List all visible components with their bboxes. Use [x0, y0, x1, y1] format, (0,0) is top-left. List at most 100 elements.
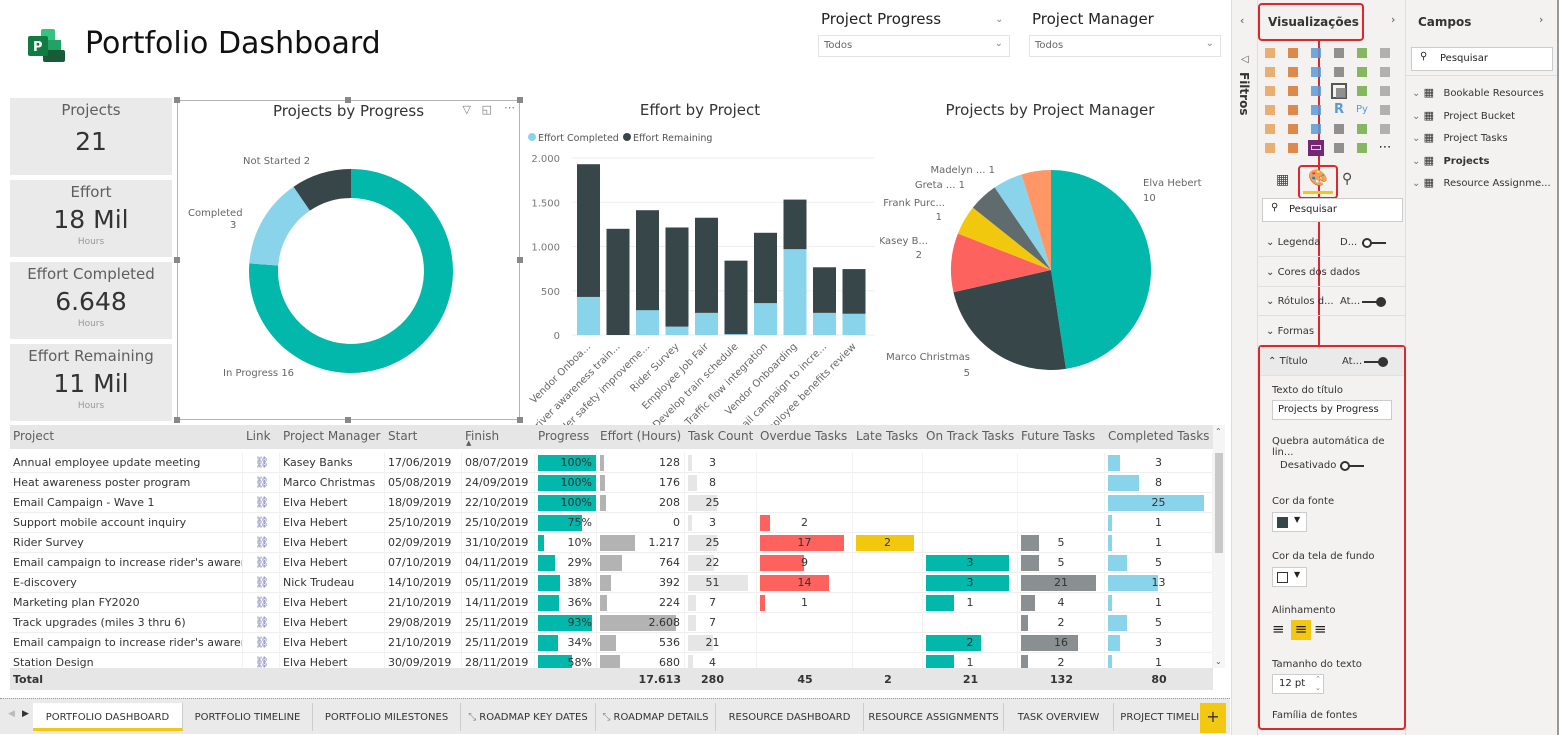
table-row[interactable]: Email Campaign - Wave 1 ⛓ Elva Hebert 18/09…: [10, 493, 1213, 513]
add-page-button[interactable]: +: [1200, 703, 1226, 733]
field-table-item[interactable]: ⌄ ▦ Projects: [1412, 154, 1489, 167]
bar-segment[interactable]: [724, 334, 748, 335]
link-icon[interactable]: ⛓: [255, 616, 269, 629]
kpi-card-effort-remaining[interactable]: Effort Remaining 11 Mil Hours: [10, 344, 172, 421]
visual-type-icon[interactable]: [1262, 121, 1278, 137]
column-header[interactable]: Project: [10, 425, 243, 449]
expand-right-icon[interactable]: ›: [1539, 13, 1544, 26]
visual-type-icon[interactable]: [1331, 83, 1347, 99]
table-row[interactable]: Email campaign to increase rider's aware…: [10, 633, 1213, 653]
bar-segment[interactable]: [636, 310, 659, 335]
visual-type-icon[interactable]: [1308, 45, 1324, 61]
visual-type-icon[interactable]: [1331, 64, 1347, 80]
column-header[interactable]: Progress: [535, 425, 597, 449]
table-row[interactable]: Marketing plan FY2020 ⛓ Elva Hebert 21/10/2…: [10, 593, 1213, 613]
visual-type-icon[interactable]: Py: [1356, 104, 1368, 115]
pie-slice[interactable]: [994, 174, 1051, 270]
visual-type-icon[interactable]: [1377, 83, 1393, 99]
table-row[interactable]: Track upgrades (miles 3 thru 6) ⛓ Elva Heb…: [10, 613, 1213, 633]
column-header[interactable]: Start: [385, 425, 462, 449]
bar-segment[interactable]: [695, 217, 718, 313]
scrollbar-thumb[interactable]: [1215, 453, 1223, 553]
kpi-card-projects[interactable]: Projects 21: [10, 98, 172, 175]
column-header[interactable]: Link: [243, 425, 280, 449]
link-icon[interactable]: ⛓: [255, 636, 269, 649]
visual-type-icon[interactable]: [1354, 83, 1370, 99]
section-toggle[interactable]: [1362, 297, 1386, 307]
table-scrollbar[interactable]: ⌃ ⌄: [1213, 425, 1225, 668]
title-text-input[interactable]: Projects by Progress: [1272, 400, 1392, 420]
column-header[interactable]: Task Count: [685, 425, 757, 449]
tab-scroll-right-icon[interactable]: ▶: [22, 709, 29, 719]
pie-slice[interactable]: [953, 270, 1066, 370]
field-table-item[interactable]: ⌄ ▦ Project Bucket: [1412, 109, 1515, 122]
align-right-icon[interactable]: ≡: [1314, 620, 1327, 638]
link-icon[interactable]: ⛓: [255, 456, 269, 469]
bar-segment[interactable]: [724, 260, 748, 335]
table-row[interactable]: E-discovery ⛓ Nick Trudeau 14/10/2019 05/11/…: [10, 573, 1213, 593]
link-icon[interactable]: ⛓: [255, 516, 269, 529]
section-toggle[interactable]: [1362, 238, 1386, 248]
column-header[interactable]: Finish ▲: [462, 425, 535, 449]
page-tab[interactable]: RESOURCE ASSIGNMENTS: [864, 703, 1004, 731]
visual-type-icon[interactable]: R: [1333, 102, 1344, 117]
resize-handle[interactable]: [517, 417, 523, 423]
bar-segment[interactable]: [783, 199, 807, 250]
resize-handle[interactable]: [174, 417, 180, 423]
filters-pane-collapsed[interactable]: ‹ ◁ Filtros: [1232, 0, 1258, 735]
link-cell[interactable]: ⛓: [243, 473, 280, 493]
word-wrap-toggle[interactable]: [1340, 461, 1364, 471]
resize-handle[interactable]: [174, 97, 180, 103]
bar-segment[interactable]: [665, 227, 689, 327]
kpi-card-effort[interactable]: Effort 18 Mil Hours: [10, 180, 172, 257]
format-section[interactable]: ⌄ Legenda D...: [1258, 228, 1406, 257]
column-header[interactable]: Overdue Tasks: [757, 425, 853, 449]
filter-icon[interactable]: ▽: [462, 103, 471, 116]
scroll-down-icon[interactable]: ⌄: [1215, 657, 1222, 666]
bar-segment[interactable]: [813, 312, 836, 335]
projects-by-progress-visual[interactable]: Projects by Progress ▽ ◱ ⋯ In Progress 1…: [177, 100, 520, 420]
visual-type-icon[interactable]: [1377, 121, 1393, 137]
visual-type-icon[interactable]: [1285, 140, 1301, 156]
chevron-down-icon[interactable]: ⌄: [995, 14, 1004, 25]
bar-segment[interactable]: [577, 164, 600, 297]
visual-type-icon[interactable]: [1354, 121, 1370, 137]
column-header[interactable]: Late Tasks: [853, 425, 923, 449]
visual-type-icon[interactable]: [1308, 121, 1324, 137]
expand-right-icon[interactable]: ›: [1391, 13, 1396, 26]
focus-mode-icon[interactable]: ◱: [481, 103, 492, 116]
legend-label[interactable]: Effort Remaining: [633, 133, 712, 144]
bar-segment[interactable]: [783, 249, 807, 335]
resize-handle[interactable]: [345, 417, 351, 423]
visual-type-icon[interactable]: [1262, 140, 1278, 156]
link-cell[interactable]: ⛓: [243, 593, 280, 613]
pie-slice[interactable]: [951, 233, 1051, 293]
table-row[interactable]: Annual employee update meeting ⛓ Kasey Ban…: [10, 453, 1213, 473]
resize-handle[interactable]: [174, 257, 180, 263]
legend-label[interactable]: Effort Completed: [538, 133, 619, 144]
bar-segment[interactable]: [695, 312, 718, 335]
visual-type-icon[interactable]: [1308, 64, 1324, 80]
fields-search-input[interactable]: Pesquisar ⚲: [1411, 47, 1553, 71]
link-cell[interactable]: ⛓: [243, 613, 280, 633]
page-tab[interactable]: PORTFOLIO DASHBOARD: [33, 703, 183, 731]
title-section-header[interactable]: ⌃ Título At...: [1260, 347, 1404, 376]
link-icon[interactable]: ⛓: [255, 536, 269, 549]
bar-segment[interactable]: [754, 303, 777, 335]
format-paint-roller-icon[interactable]: 🎨: [1308, 168, 1328, 187]
text-size-stepper[interactable]: 12 pt ⌃ ⌄: [1272, 674, 1324, 694]
slicer-project-progress-dropdown[interactable]: Todos ⌄: [818, 35, 1010, 57]
column-header[interactable]: Future Tasks: [1018, 425, 1105, 449]
scroll-up-icon[interactable]: ⌃: [1215, 427, 1222, 436]
align-center-icon[interactable]: ≡: [1291, 620, 1311, 640]
visual-type-icon[interactable]: [1308, 102, 1324, 118]
link-cell[interactable]: ⛓: [243, 513, 280, 533]
visual-type-icon[interactable]: [1331, 121, 1347, 137]
visual-type-icon[interactable]: [1285, 121, 1301, 137]
page-tab[interactable]: PORTFOLIO MILESTONES: [313, 703, 461, 731]
page-tab[interactable]: RESOURCE DASHBOARD: [716, 703, 864, 731]
link-icon[interactable]: ⛓: [255, 596, 269, 609]
visual-type-icon[interactable]: [1377, 45, 1393, 61]
kpi-card-effort-completed[interactable]: Effort Completed 6.648 Hours: [10, 262, 172, 339]
field-table-item[interactable]: ⌄ ▦ Project Tasks: [1412, 131, 1508, 144]
